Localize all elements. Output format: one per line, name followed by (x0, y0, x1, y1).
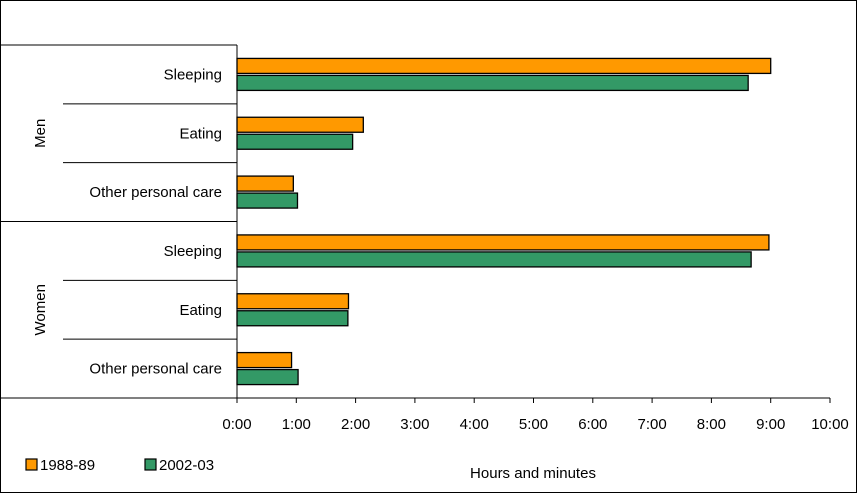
bar-1988-89-4 (236, 293, 350, 310)
x-tick-label: 2:00 (341, 416, 370, 433)
x-tick-label: 0:00 (222, 416, 251, 433)
bar-1988-89-3 (236, 234, 770, 251)
x-tick-label: 5:00 (519, 416, 548, 433)
category-label: Eating (179, 125, 222, 142)
bar-1988-89-1 (236, 116, 364, 133)
legend-label-1988-89: 1988-89 (40, 457, 95, 474)
category-label: Eating (179, 302, 222, 319)
x-tick-label: 4:00 (460, 416, 489, 433)
x-tick-label: 10:00 (811, 416, 849, 433)
bar-1988-89-5 (236, 351, 293, 369)
category-label: Sleeping (164, 243, 222, 260)
bar-1988-89-0 (236, 57, 772, 75)
category-label: Other personal care (89, 184, 222, 201)
x-tick-label: 8:00 (697, 416, 726, 433)
bar-2002-03-1 (236, 133, 354, 150)
legend-swatch-1988-89 (25, 458, 38, 471)
x-tick-label: 9:00 (756, 416, 785, 433)
x-axis-title: Hours and minutes (470, 465, 596, 482)
bar-2002-03-0 (236, 74, 749, 92)
x-tick-label: 7:00 (637, 416, 666, 433)
bar-2002-03-3 (236, 251, 752, 268)
category-label: Sleeping (164, 66, 222, 83)
category-label: Other personal care (89, 361, 222, 378)
legend-swatch-2002-03 (144, 458, 157, 471)
bar-2002-03-4 (236, 310, 349, 327)
bar-1988-89-2 (236, 175, 294, 192)
bar-2002-03-5 (236, 368, 299, 386)
legend-label-2002-03: 2002-03 (159, 457, 214, 474)
group-label-men: Men (32, 119, 49, 148)
group-label-women: Women (32, 284, 49, 335)
x-tick-label: 3:00 (400, 416, 429, 433)
x-tick-label: 1:00 (282, 416, 311, 433)
x-tick-label: 6:00 (578, 416, 607, 433)
bar-2002-03-2 (236, 192, 299, 209)
